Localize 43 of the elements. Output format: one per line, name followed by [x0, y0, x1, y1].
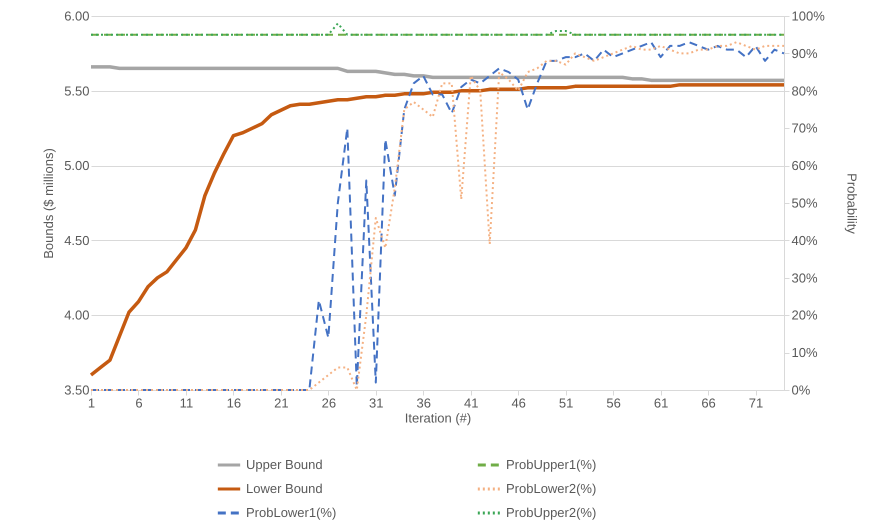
- x-tick-label: 16: [226, 396, 242, 410]
- legend-label: Lower Bound: [246, 481, 323, 496]
- y-tick-label: 4.00: [64, 308, 90, 323]
- y2-tick-label: 30%: [792, 270, 818, 286]
- y2-tick-label: 80%: [792, 83, 818, 98]
- x-tick-label: 36: [416, 396, 431, 410]
- y2-tick-label: 100%: [792, 8, 826, 24]
- y2-tick-label: 60%: [792, 158, 818, 174]
- y-tick-label: 5.50: [64, 83, 90, 98]
- line-series: [89, 83, 786, 377]
- x-tick-label: 66: [701, 396, 716, 410]
- legend-label: Upper Bound: [246, 457, 323, 472]
- legend-label: ProbUpper1(%): [506, 457, 596, 472]
- x-tick-label: 6: [135, 396, 143, 410]
- x-tick-label: 41: [464, 396, 478, 410]
- y2-tick-label: 90%: [792, 46, 818, 61]
- x-tick-label: 71: [748, 396, 764, 410]
- x-tick-label: 11: [180, 396, 194, 410]
- x-tick-label: 61: [654, 396, 668, 410]
- x-tick-label: 51: [558, 396, 574, 410]
- y2-tick-label: 50%: [792, 196, 818, 210]
- y-tick-label: 3.50: [64, 382, 90, 398]
- x-tick-label: 31: [369, 396, 384, 410]
- y2-tick-label: 70%: [792, 120, 818, 136]
- y2-tick-label: 40%: [792, 232, 818, 248]
- legend-label: ProbLower2(%): [506, 481, 596, 496]
- x-tick-label: 46: [511, 396, 526, 410]
- y-tick-label: 5.00: [64, 158, 90, 174]
- legend-label: ProbLower1(%): [246, 505, 336, 520]
- x-axis-title: Iteration (#): [404, 410, 472, 426]
- x-tick-label: 56: [606, 396, 621, 410]
- y-axis-title: Bounds ($ millions): [41, 148, 56, 259]
- y2-tick-label: 10%: [792, 345, 818, 360]
- y-tick-label: 6.00: [64, 8, 90, 24]
- x-tick-label: 21: [274, 396, 289, 410]
- y-tick-label: 4.50: [64, 232, 90, 248]
- legend-label: ProbUpper2(%): [506, 505, 596, 520]
- y2-tick-label: 0%: [792, 382, 811, 398]
- y2-axis-title: Probability: [844, 173, 860, 234]
- y2-tick-label: 20%: [792, 308, 818, 323]
- x-tick-label: 26: [322, 396, 336, 410]
- x-tick-label: 1: [88, 396, 96, 410]
- line-series: [89, 65, 786, 82]
